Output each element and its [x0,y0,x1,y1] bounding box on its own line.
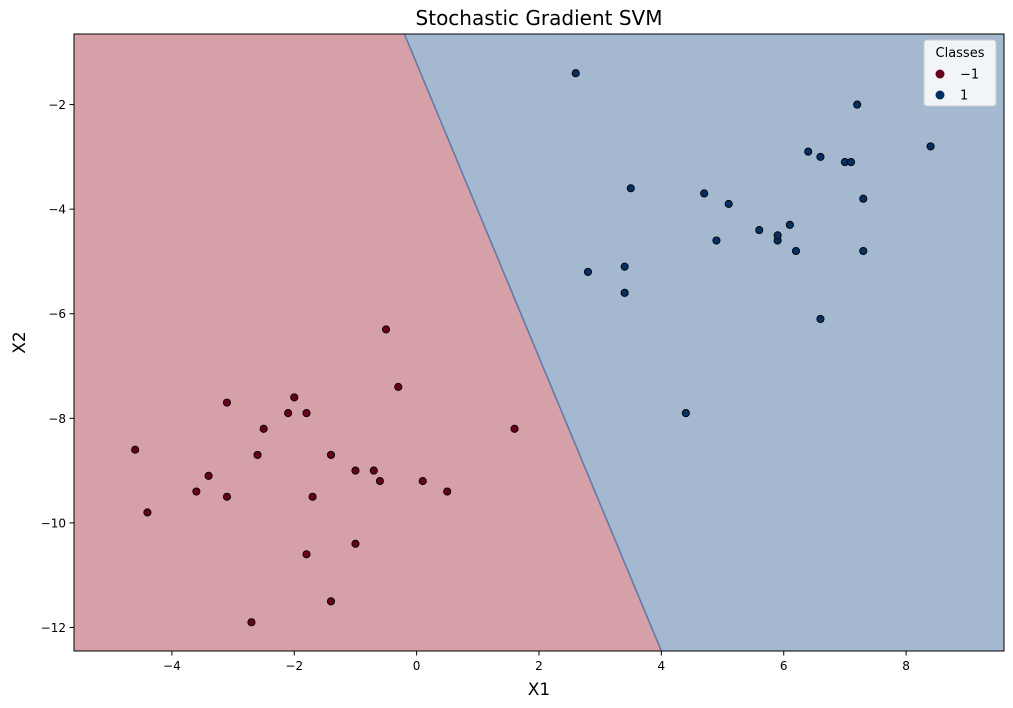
data-point [131,445,140,454]
data-point [681,409,690,418]
legend-marker [935,90,945,100]
legend-title: Classes [936,46,985,61]
y-tick-label: −12 [41,621,66,635]
decision-boundary [403,34,663,651]
data-point [290,393,299,402]
legend: Classes −1 1 [923,39,997,107]
data-point [302,550,311,559]
data-point [816,314,825,324]
data-point [620,262,629,271]
legend-label: −1 [960,68,979,83]
data-point [259,424,268,433]
data-point [222,398,232,407]
data-point [443,487,452,496]
data-points [131,69,935,627]
data-point [192,487,201,496]
data-point [351,539,360,548]
data-point [791,246,801,256]
axes: −4 −2 0 2 4 6 8 −12 −10 −8 −6 −4 −2 [41,33,1005,673]
data-point [785,220,794,229]
data-point [302,409,311,418]
data-point [846,158,856,167]
data-point [308,492,317,501]
y-tick-label: −8 [48,412,66,426]
data-point [853,100,862,109]
region-class-neg1 [74,34,662,651]
chart-title: Stochastic Gradient SVM [416,6,663,30]
data-point [510,424,519,433]
data-point [381,325,391,334]
data-point [326,450,336,459]
data-point [724,199,733,208]
data-point [326,597,336,606]
data-point [926,142,935,151]
x-tick-label: −4 [163,659,181,673]
x-axis-label: X1 [528,680,550,700]
data-point [375,477,384,486]
data-point [773,231,782,240]
data-point [712,236,721,245]
y-tick-label: −6 [48,307,66,321]
data-point [418,477,427,486]
y-tick-label: −4 [48,203,66,217]
data-point [620,288,629,297]
data-point [755,226,764,235]
data-point [394,382,403,391]
data-point [369,466,378,475]
x-tick-label: 6 [780,659,788,673]
data-point [143,508,152,517]
x-tick-label: −2 [285,659,303,673]
data-point [351,466,360,475]
legend-label: 1 [960,89,968,104]
x-tick-label: 4 [658,659,666,673]
data-point [222,492,232,501]
data-point [859,194,868,203]
y-tick-label: −10 [41,516,66,530]
y-axis-label: X2 [10,331,30,353]
x-tick-label: 2 [535,659,543,673]
region-class-1 [404,34,1004,651]
data-point [253,450,262,459]
data-point [816,152,825,161]
legend-box [923,39,997,107]
data-point [204,471,213,480]
data-point [626,184,635,193]
y-tick-label: −2 [48,98,66,112]
data-point [247,618,256,627]
x-tick-label: 0 [413,659,421,673]
data-point [284,409,293,418]
decision-regions [74,34,1004,651]
x-tick-label: 8 [902,659,910,673]
legend-marker [935,69,945,79]
data-point [700,189,709,198]
data-point [859,246,868,256]
data-point [583,267,592,276]
data-point [804,147,813,156]
data-point [571,69,580,78]
